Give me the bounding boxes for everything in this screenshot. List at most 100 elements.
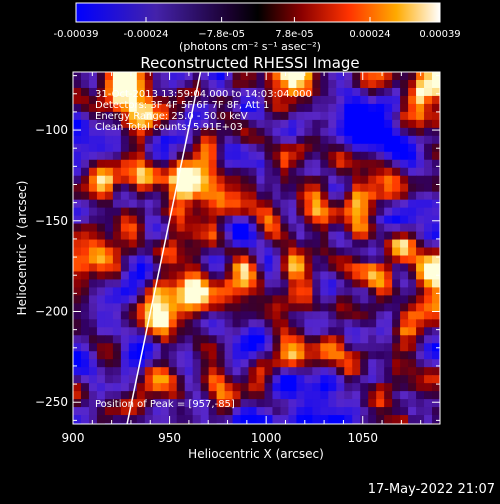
heatmap-cell: [88, 287, 98, 296]
heatmap-cell: [248, 359, 258, 368]
heatmap-cell: [328, 295, 337, 304]
heatmap-cell: [176, 311, 186, 320]
heatmap-cell: [120, 263, 130, 273]
heatmap-cell: [128, 135, 138, 145]
heatmap-cell: [376, 287, 385, 296]
heatmap-cell: [328, 415, 337, 424]
heatmap-cell: [88, 72, 98, 81]
heatmap-cell: [288, 391, 297, 400]
heatmap-cell: [392, 343, 401, 352]
heatmap-cell: [160, 159, 170, 169]
heatmap-cell: [416, 175, 425, 185]
heatmap-cell: [224, 127, 234, 137]
heatmap-cell: [392, 415, 401, 424]
heatmap-cell: [200, 367, 210, 376]
heatmap-cell: [320, 335, 329, 344]
heatmap-cell: [208, 391, 218, 400]
heatmap-cell: [136, 119, 146, 129]
heatmap-cell: [128, 159, 138, 169]
heatmap-cell: [80, 255, 90, 265]
heatmap-cell: [408, 271, 417, 281]
heatmap-cell: [216, 359, 226, 368]
heatmap-cell: [248, 79, 258, 89]
heatmap-cell: [416, 167, 425, 177]
heatmap-cell: [112, 231, 122, 241]
heatmap-cell: [160, 367, 170, 376]
heatmap-cell: [400, 311, 409, 320]
heatmap-cell: [256, 287, 266, 296]
heatmap-cell: [168, 231, 178, 241]
heatmap-cell: [144, 279, 154, 289]
heatmap-cell: [128, 295, 138, 304]
heatmap-cell: [352, 343, 361, 352]
heatmap-cell: [160, 311, 170, 320]
heatmap-cell: [280, 415, 290, 424]
heatmap-cell: [392, 191, 401, 201]
heatmap-cell: [248, 199, 258, 209]
heatmap-cell: [392, 351, 401, 360]
heatmap-cell: [296, 223, 305, 233]
heatmap-cell: [152, 223, 162, 233]
heatmap-cell: [256, 311, 266, 320]
heatmap-cell: [296, 311, 305, 320]
heatmap-cell: [400, 231, 409, 241]
heatmap-cell: [320, 159, 329, 169]
heatmap-cell: [320, 311, 329, 320]
heatmap-cell: [376, 223, 385, 233]
heatmap-cell: [384, 359, 393, 368]
heatmap-cell: [376, 95, 385, 105]
heatmap-cell: [192, 343, 202, 352]
heatmap-cell: [168, 79, 178, 89]
heatmap-cell: [416, 255, 425, 265]
heatmap-cell: [160, 151, 170, 161]
heatmap-cell: [120, 399, 130, 408]
heatmap-cell: [256, 87, 266, 97]
heatmap-cell: [248, 111, 258, 121]
heatmap-cell: [144, 159, 154, 169]
heatmap-cell: [216, 175, 226, 185]
heatmap-cell: [312, 135, 321, 145]
heatmap-cell: [432, 95, 440, 105]
heatmap-cell: [208, 319, 218, 328]
heatmap-cell: [200, 151, 210, 161]
heatmap-cell: [432, 399, 440, 408]
heatmap-cell: [344, 111, 353, 121]
heatmap-cell: [152, 407, 162, 416]
heatmap-cell: [248, 367, 258, 376]
heatmap-cell: [392, 311, 401, 320]
heatmap-cell: [224, 159, 234, 169]
heatmap-cell: [136, 271, 146, 281]
heatmap-cell: [184, 239, 194, 249]
heatmap-cell: [152, 111, 162, 121]
heatmap-cell: [88, 351, 98, 360]
heatmap-cell: [296, 127, 305, 137]
heatmap-cell: [80, 207, 90, 217]
heatmap-cell: [96, 295, 106, 304]
heatmap-cell: [272, 215, 282, 225]
heatmap-cell: [152, 311, 162, 320]
heatmap-cell: [408, 391, 417, 400]
heatmap-cell: [312, 263, 321, 273]
heatmap-cell: [152, 335, 162, 344]
heatmap-cell: [80, 135, 90, 145]
heatmap-cell: [224, 415, 234, 424]
heatmap-cell: [344, 383, 353, 392]
heatmap-cell: [208, 311, 218, 320]
heatmap-cell: [416, 263, 425, 273]
heatmap-cell: [144, 375, 154, 384]
heatmap-cell: [73, 95, 82, 105]
heatmap-cell: [80, 263, 90, 273]
heatmap-cell: [136, 191, 146, 201]
heatmap-cell: [112, 367, 122, 376]
heatmap-cell: [296, 247, 305, 257]
heatmap-cell: [336, 359, 345, 368]
heatmap-cell: [168, 415, 178, 424]
heatmap-cell: [80, 343, 90, 352]
heatmap-cell: [80, 311, 90, 320]
heatmap-cell: [248, 319, 258, 328]
heatmap-cell: [73, 367, 82, 376]
heatmap-cell: [432, 175, 440, 185]
heatmap-cell: [136, 287, 146, 296]
heatmap-cell: [192, 295, 202, 304]
heatmap-cell: [96, 407, 106, 416]
